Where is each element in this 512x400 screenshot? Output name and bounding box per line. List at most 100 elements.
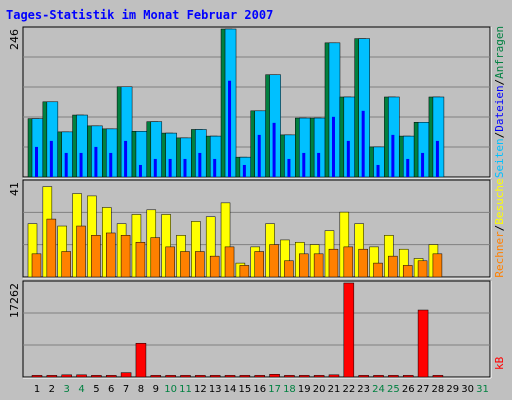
day-label-26: 26 [402,384,415,395]
bar-rechner-day-8 [135,241,146,278]
bar-dateien-day-5 [94,146,98,177]
kb_panel-legend: kB [493,356,506,370]
bar-rechner-day-26 [402,265,413,278]
legend-dateien: Dateien [493,85,506,131]
bar-kb-day-18 [284,375,295,378]
bar-dateien-day-10 [168,158,172,177]
bar-kb-day-10 [165,375,176,378]
bar-dateien-day-12 [198,152,202,177]
bar-kb-day-11 [180,375,191,378]
day-label-22: 22 [342,384,355,395]
bar-dateien-day-14 [228,80,232,177]
bar-dateien-day-21 [331,116,335,177]
bar-dateien-day-13 [213,158,217,177]
bar-rechner-day-7 [120,235,131,278]
bar-dateien-day-16 [257,134,261,177]
bar-kb-day-27 [417,309,429,378]
bar-kb-day-23 [358,375,369,378]
bar-dateien-day-25 [391,134,395,177]
bar-dateien-day-17 [272,122,276,177]
legend-kb: kB [493,356,506,370]
bar-rechner-day-27 [417,260,428,278]
bar-dateien-day-27 [421,152,425,177]
bar-rechner-day-23 [358,248,368,278]
legend-seiten: Seiten [493,138,506,178]
bar-rechner-day-17 [269,244,279,278]
chart-title: Tages-Statistik im Monat Februar 2007 [6,8,273,22]
bar-rechner-day-4 [76,225,86,278]
bar-kb-day-8 [135,342,147,378]
bar-dateien-day-8 [138,164,142,177]
bar-dateien-day-26 [406,158,410,177]
bar-kb-day-3 [61,374,72,378]
day-label-9: 9 [153,384,159,395]
bar-dateien-day-1 [35,146,38,177]
bar-rechner-day-16 [254,251,264,278]
bar-rechner-day-20 [313,253,324,278]
bar-dateien-day-28 [435,140,439,177]
bar-rechner-day-6 [105,232,116,278]
day-label-30: 30 [461,384,474,395]
bar-rechner-day-11 [180,251,190,278]
bar-rechner-day-24 [373,262,383,278]
day-label-21: 21 [328,384,341,395]
day-label-4: 4 [78,384,84,395]
day-label-1: 1 [34,384,40,395]
bar-rechner-day-28 [432,253,443,278]
bar-dateien-day-19 [302,152,306,177]
bar-rechner-day-3 [61,251,71,278]
bar-kb-day-26 [402,375,414,378]
bar-dateien-day-22 [346,140,350,177]
day-label-17: 17 [268,384,281,395]
day-label-2: 2 [49,384,55,395]
legend-rechner: Rechner [493,231,506,278]
bar-dateien-day-11 [183,158,187,177]
bar-dateien-day-4 [79,152,83,177]
day-label-29: 29 [446,384,459,395]
day-label-18: 18 [283,384,296,395]
bar-rechner-day-9 [150,237,161,278]
bar-kb-day-25 [388,375,399,378]
bar-rechner-day-12 [195,251,205,278]
bar-kb-day-21 [328,374,340,378]
day-label-12: 12 [194,384,207,395]
day-label-13: 13 [209,384,222,395]
legend-separator: / [493,225,506,232]
bar-kb-day-9 [150,375,162,378]
day-label-15: 15 [239,384,252,395]
kb_panel-plot-area [22,280,491,378]
bar-dateien-day-3 [64,152,68,177]
bar-dateien-day-15 [242,164,246,177]
bar-dateien-day-20 [317,152,321,177]
bar-kb-day-17 [269,374,280,378]
day-label-28: 28 [432,384,445,395]
bar-dateien-day-7 [124,140,128,177]
visits_panel-ymax-label: 41 [8,182,21,196]
bar-dateien-day-18 [287,158,291,177]
bar-rechner-day-1 [31,253,42,278]
day-label-23: 23 [357,384,370,395]
day-label-31: 31 [476,384,489,395]
bar-rechner-day-25 [388,255,398,278]
visits_panel-legend: Rechner/Besuche [493,178,506,277]
day-label-14: 14 [224,384,237,395]
bar-kb-day-7 [120,372,132,378]
legend-anfragen: Anfragen [493,26,506,79]
hits_panel-ymax-label: 246 [8,29,21,50]
bar-rechner-day-22 [343,246,354,278]
bar-kb-day-12 [195,375,206,378]
bar-dateien-day-9 [153,158,157,177]
legend-besuche: Besuche [493,178,506,224]
day-label-19: 19 [298,384,311,395]
bar-kb-day-6 [105,375,117,378]
bar-rechner-day-18 [284,260,294,278]
day-label-10: 10 [164,384,177,395]
bar-kb-day-15 [239,375,251,378]
day-label-5: 5 [93,384,99,395]
hits_panel-legend: Seiten/Dateien/Anfragen [493,26,506,178]
day-label-6: 6 [108,384,114,395]
bar-rechner-day-5 [91,235,101,278]
day-label-24: 24 [372,384,385,395]
bar-kb-day-4 [76,374,87,378]
